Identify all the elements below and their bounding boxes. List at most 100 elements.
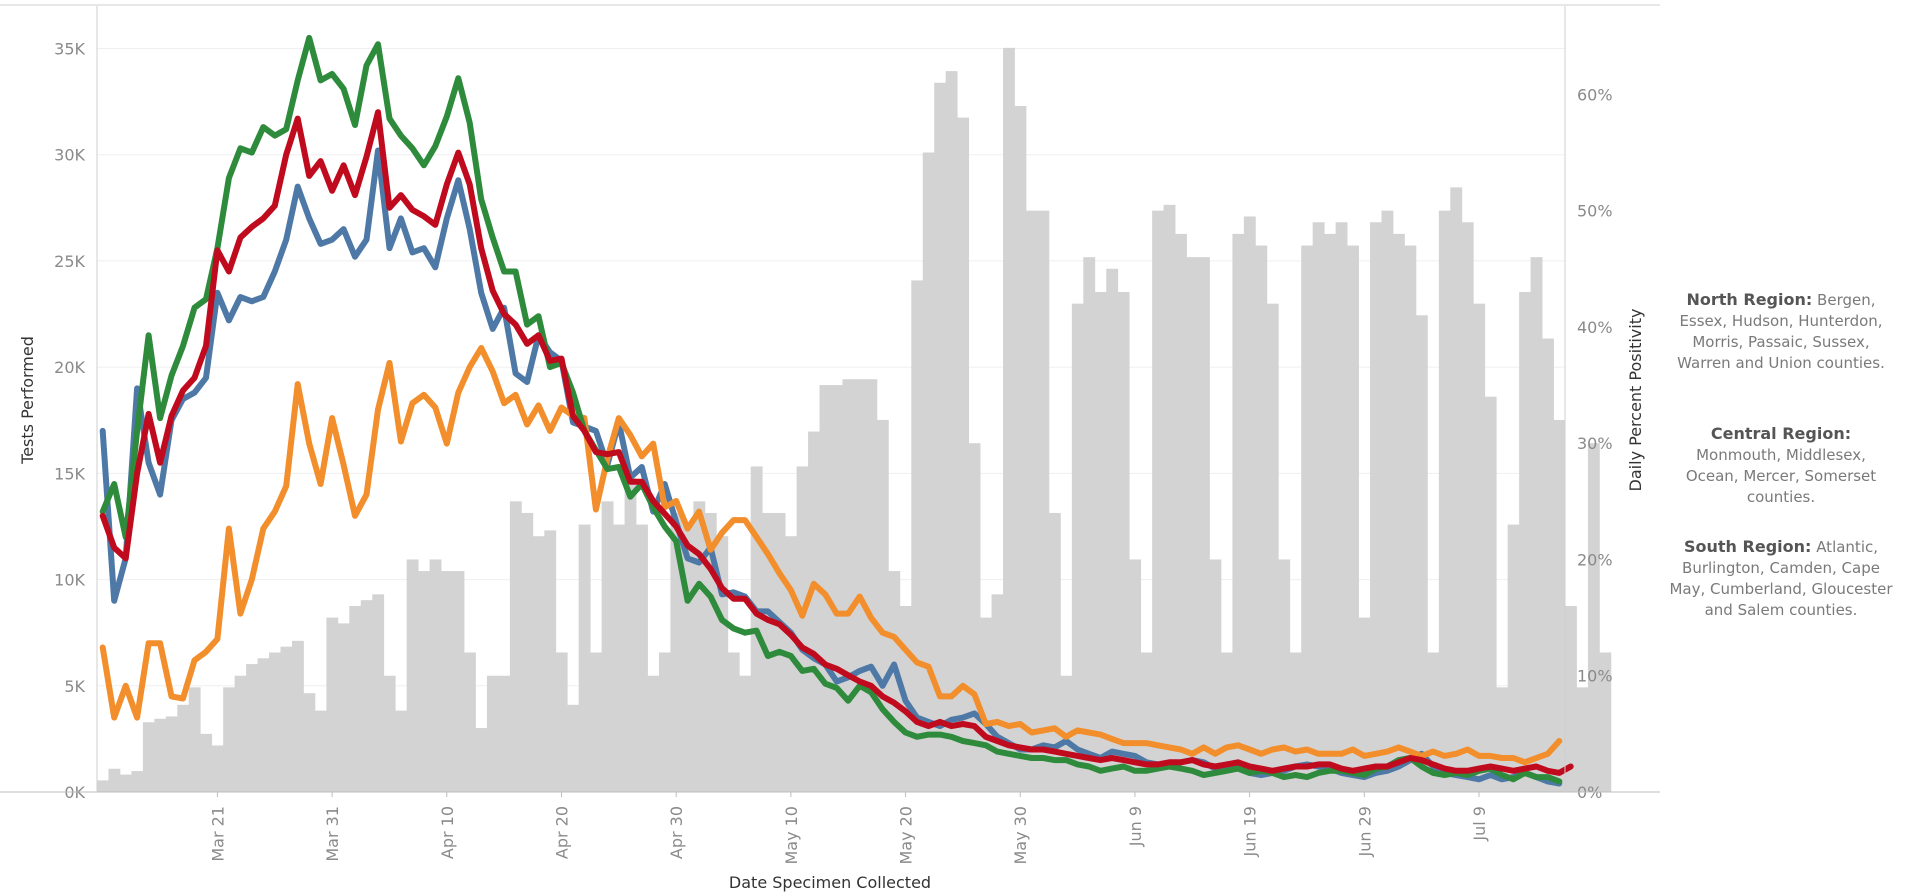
positivity-bar [452,571,465,792]
y-left-tick-10K: 10K [54,571,85,590]
positivity-bar [441,571,453,792]
positivity-bar [842,379,855,792]
positivity-bar [1198,257,1210,792]
positivity-bar [1370,222,1382,793]
positivity-bar [337,623,350,792]
y-left-tick-20K: 20K [54,358,85,377]
positivity-bar [1347,245,1359,793]
south-region-label: South Region: [1684,537,1812,556]
positivity-bar [257,658,270,792]
positivity-bar [1117,292,1130,792]
positivity-bar [280,646,293,792]
positivity-bar [1220,652,1233,792]
positivity-bar [785,536,797,792]
positivity-bar [1461,222,1474,793]
x-tick-Apr-20: Apr 20 [552,806,571,859]
positivity-bar [234,675,247,792]
positivity-bar [475,728,488,792]
y-right-tick-60%: 60% [1577,85,1613,104]
positivity-bar [808,431,820,792]
positivity-bar [1415,315,1428,792]
positivity-bar [1587,443,1600,792]
positivity-bar [1335,222,1348,793]
positivity-bar [498,675,511,792]
positivity-bar [911,280,924,792]
positivity-bar [486,675,499,792]
positivity-bar [1599,652,1612,792]
y-right-tick-10%: 10% [1577,667,1613,686]
y-axis-right-title: Daily Percent Positivity [1626,309,1645,492]
positivity-bar [980,617,992,792]
north-region-label: North Region: [1686,290,1813,309]
south-region-counties: Atlantic, Burlington, Camden, Cape May, … [1669,538,1893,619]
x-tick-Mar-31: Mar 31 [323,806,342,862]
positivity-bar [314,710,327,792]
x-tick-Mar-21: Mar 21 [208,806,227,862]
positivity-bar [131,771,144,792]
positivity-bar [1289,652,1302,792]
positivity-bar [544,530,557,792]
positivity-bar [922,152,935,793]
positivity-bar [1438,210,1451,793]
positivity-bar [1071,303,1084,792]
central-region-note: Central Region: Monmouth, Middlesex, Oce… [1668,423,1894,508]
positivity-bar [1243,216,1256,793]
x-tick-May-10: May 10 [782,806,801,865]
x-tick-Jun-19: Jun 19 [1241,806,1260,857]
positivity-bar [1404,245,1417,793]
positivity-bar [945,71,958,792]
positivity-bar [1209,559,1222,792]
positivity-bar [291,640,304,792]
positivity-bar [246,664,258,792]
positivity-bar [1163,204,1176,792]
positivity-bar [418,571,430,792]
positivity-bar [658,652,671,792]
positivity-bar [1175,233,1187,792]
positivity-bar [1037,210,1050,793]
x-tick-Apr-10: Apr 10 [438,806,457,859]
positivity-bar [97,780,109,792]
positivity-bar [739,675,752,792]
positivity-bar [395,710,408,792]
positivity-bar [1003,47,1015,793]
positivity-bar [1565,605,1577,792]
positivity-bar [1542,338,1554,792]
positivity-bar [647,675,660,792]
positivity-bar [716,536,729,792]
positivity-bar [1553,419,1566,792]
axes: 0K5K10K15K20K25K30K35K0%10%20%30%40%50%6… [0,4,1660,865]
positivity-bar [142,722,155,792]
y-left-tick-15K: 15K [54,464,85,483]
positivity-bar [521,512,534,792]
y-right-tick-40%: 40% [1577,318,1613,337]
positivity-bar [177,704,190,792]
x-tick-Jul-9: Jul 9 [1470,806,1489,842]
positivity-bar [853,379,866,792]
x-tick-May-20: May 20 [897,806,916,865]
positivity-bar [1484,396,1497,792]
positivity-bar [1232,233,1245,792]
positivity-bar [968,443,981,792]
positivity-bar [991,594,1004,792]
positivity-bar [1496,687,1509,792]
positivity-bar [934,82,947,793]
positivity-bar [154,718,167,792]
positivity-bar [1507,524,1520,792]
x-tick-May-30: May 30 [1011,806,1030,865]
positivity-bar [681,524,694,792]
positivity-bar [957,117,970,793]
positivity-bar [269,652,281,792]
positivity-bar [819,385,832,792]
total-line [99,109,1574,776]
positivity-bar [509,501,522,792]
positivity-bar [670,512,683,792]
south-line [99,34,1563,785]
positivity-bar [1048,512,1061,792]
north-region-note: North Region: Bergen, Essex, Hudson, Hun… [1668,289,1894,374]
positivity-bar [372,594,385,792]
positivity-bar [1025,210,1038,793]
positivity-bar [1427,652,1440,792]
positivity-bar [1140,652,1153,792]
positivity-bar [1255,245,1268,793]
positivity-bar [303,693,316,792]
